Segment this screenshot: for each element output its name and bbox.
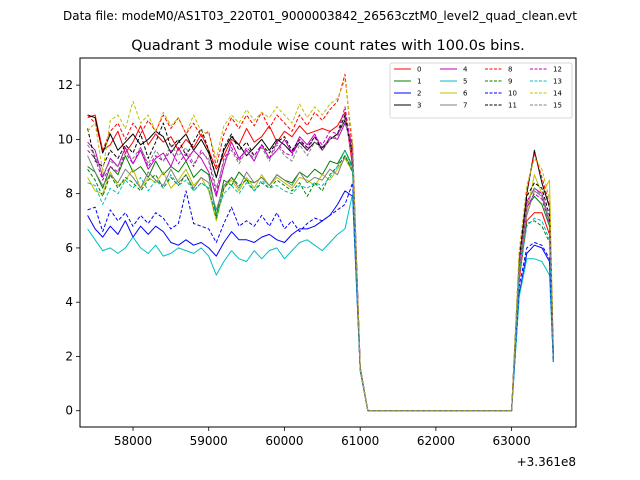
- legend-label: 10: [508, 90, 517, 98]
- x-tick-label: 58000: [114, 434, 152, 448]
- x-tick-label: 60000: [265, 434, 303, 448]
- series-group: [87, 73, 554, 412]
- legend-label: 7: [463, 102, 467, 110]
- legend-label: 12: [553, 66, 562, 74]
- series-line-13: [87, 149, 554, 412]
- y-tick-label: 6: [65, 241, 73, 255]
- x-tick-label: 63000: [493, 434, 531, 448]
- legend-label: 5: [463, 78, 467, 86]
- x-tick-label: 61000: [341, 434, 379, 448]
- legend-label: 14: [553, 90, 562, 98]
- legend-label: 15: [553, 102, 562, 110]
- y-tick-label: 0: [65, 404, 73, 418]
- x-tick-label: 59000: [190, 434, 228, 448]
- legend-label: 2: [417, 90, 421, 98]
- x-tick-label: 62000: [417, 434, 455, 448]
- y-tick-label: 12: [58, 78, 73, 92]
- series-line-15: [87, 117, 554, 412]
- legend-box: [389, 62, 573, 119]
- chart-suptitle: Data file: modeM0/AS1T03_220T01_90000038…: [63, 9, 577, 23]
- legend-label: 9: [508, 78, 512, 86]
- y-tick-label: 2: [65, 349, 73, 363]
- axes-frame: [79, 57, 577, 428]
- legend-label: 6: [463, 90, 468, 98]
- series-line-8: [87, 73, 554, 412]
- x-axis: 58000 59000 60000 61000 62000 63000: [114, 427, 531, 448]
- legend-label: 4: [463, 66, 468, 74]
- y-tick-label: 4: [65, 295, 73, 309]
- y-tick-label: 8: [65, 187, 73, 201]
- legend-label: 3: [417, 102, 421, 110]
- legend-label: 13: [553, 78, 562, 86]
- plot-area: 58000 59000 60000 61000 62000 63000 024681012…: [58, 57, 577, 469]
- chart-title: Quadrant 3 module wise count rates with …: [131, 38, 525, 54]
- y-axis: 0 2 4 6 8 10 12: [58, 78, 80, 418]
- legend-label: 0: [417, 66, 421, 74]
- legend-label: 11: [508, 102, 517, 110]
- x-axis-offset-label: +3.361e8: [517, 455, 576, 469]
- legend-label: 1: [417, 78, 421, 86]
- series-line-14: [87, 79, 554, 412]
- legend-label: 8: [508, 66, 512, 74]
- y-tick-label: 10: [58, 132, 73, 146]
